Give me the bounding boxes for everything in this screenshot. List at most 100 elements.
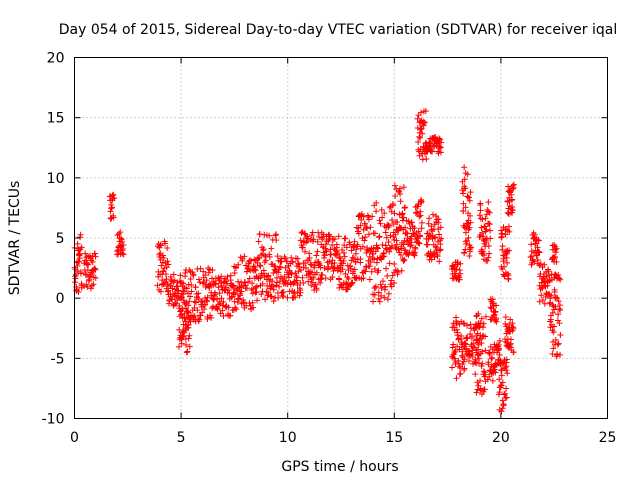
data-point xyxy=(385,238,392,245)
data-point xyxy=(321,252,328,259)
data-point xyxy=(384,296,391,303)
data-point xyxy=(415,138,422,145)
data-point xyxy=(344,286,351,293)
data-point xyxy=(309,229,316,236)
data-point xyxy=(359,243,366,250)
data-point xyxy=(530,235,537,242)
data-point xyxy=(216,276,223,283)
data-point xyxy=(509,196,516,203)
data-point xyxy=(266,232,273,239)
data-point xyxy=(201,306,208,313)
data-point xyxy=(190,272,197,279)
data-point xyxy=(551,288,558,295)
data-point xyxy=(272,263,279,270)
data-point xyxy=(551,323,558,330)
data-point xyxy=(496,337,503,344)
data-point xyxy=(501,263,508,270)
data-point xyxy=(505,223,512,230)
data-point xyxy=(206,266,213,273)
data-point xyxy=(276,264,283,271)
data-point xyxy=(376,234,383,241)
data-point xyxy=(197,312,204,319)
data-point xyxy=(220,312,227,319)
data-point xyxy=(272,232,279,239)
data-point xyxy=(459,348,466,355)
data-point xyxy=(387,245,394,252)
data-point xyxy=(503,356,510,363)
data-point xyxy=(378,206,385,213)
data-point xyxy=(333,244,340,251)
data-point xyxy=(462,185,469,192)
data-point xyxy=(183,285,190,292)
data-point xyxy=(341,253,348,260)
data-point xyxy=(273,231,280,238)
data-point xyxy=(162,271,169,278)
data-point xyxy=(402,224,409,231)
data-point xyxy=(479,229,486,236)
data-point xyxy=(499,243,506,250)
data-point xyxy=(397,252,404,259)
x-axis-label: GPS time / hours xyxy=(281,459,398,475)
data-point xyxy=(329,274,336,281)
data-point xyxy=(555,271,562,278)
data-point xyxy=(438,139,445,146)
data-point xyxy=(378,285,385,292)
data-point xyxy=(203,297,210,304)
data-point xyxy=(283,258,290,265)
data-point xyxy=(491,311,498,318)
data-point xyxy=(451,349,458,356)
data-point xyxy=(284,294,291,301)
data-point xyxy=(414,115,421,122)
data-point xyxy=(370,298,377,305)
data-point xyxy=(500,401,507,408)
data-point xyxy=(229,293,236,300)
data-point xyxy=(487,227,494,234)
data-point xyxy=(389,242,396,249)
data-point xyxy=(268,245,275,252)
data-point xyxy=(415,203,422,210)
data-point xyxy=(331,235,338,242)
data-point xyxy=(475,310,482,317)
data-point xyxy=(472,371,479,378)
data-point xyxy=(163,264,170,271)
data-point xyxy=(77,231,84,238)
data-point xyxy=(464,237,471,244)
data-point xyxy=(184,348,191,355)
data-point xyxy=(254,297,261,304)
data-point xyxy=(438,235,445,242)
data-point xyxy=(83,272,90,279)
data-point xyxy=(381,294,388,301)
data-point xyxy=(474,379,481,386)
data-point xyxy=(531,258,538,265)
data-point xyxy=(460,208,467,215)
data-point xyxy=(350,255,357,262)
data-point xyxy=(78,244,85,251)
data-point xyxy=(482,371,489,378)
data-point xyxy=(385,290,392,297)
data-point xyxy=(477,207,484,214)
y-tick-labels: -10 -5 0 5 10 15 20 xyxy=(42,51,65,428)
data-point xyxy=(91,265,98,272)
data-point xyxy=(319,272,326,278)
data-point xyxy=(474,352,481,359)
data-point xyxy=(202,301,209,308)
data-point xyxy=(295,260,302,267)
data-point xyxy=(322,241,329,248)
data-point xyxy=(499,230,506,237)
data-point xyxy=(354,241,361,248)
data-point xyxy=(273,282,280,289)
data-point xyxy=(534,244,541,251)
data-point xyxy=(416,240,423,247)
data-point xyxy=(294,255,301,262)
data-point xyxy=(485,208,492,215)
data-point xyxy=(545,268,552,275)
data-point xyxy=(285,274,292,281)
data-point xyxy=(381,253,388,260)
data-point xyxy=(278,258,285,265)
data-point xyxy=(205,269,212,276)
data-point xyxy=(244,265,251,272)
data-point xyxy=(510,181,517,188)
data-point xyxy=(474,386,481,393)
data-point xyxy=(436,143,443,150)
data-point xyxy=(270,269,277,276)
